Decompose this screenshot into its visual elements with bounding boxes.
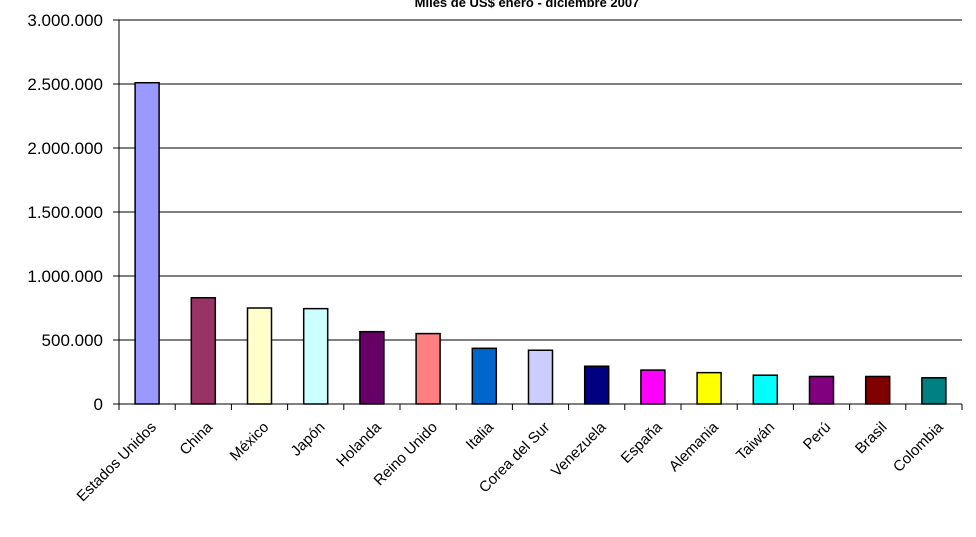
axes (113, 19, 963, 410)
y-tick-labels: 0 500.000 1.000.000 1.500.000 2.000.000 2.500… (27, 11, 103, 414)
chart-title: Miles de US$ enero - diciembre 2007 (415, 0, 640, 10)
x-tick-label: Brasil (852, 419, 891, 458)
bar (921, 377, 947, 405)
x-tick-label: Taiwán (733, 419, 778, 464)
bar (415, 332, 441, 405)
y-tick-label: 1.000.000 (27, 267, 103, 286)
x-tick-label: Estados Unidos (74, 419, 160, 505)
y-tick-label: 2.500.000 (27, 75, 103, 94)
y-tick-label: 2.000.000 (27, 139, 103, 158)
bar (302, 307, 329, 405)
bar (246, 307, 273, 405)
y-tick-label: 500.000 (42, 331, 103, 350)
x-tick-label: China (176, 418, 216, 458)
y-tick-label: 1.500.000 (27, 203, 103, 222)
bar (471, 347, 498, 405)
bar (359, 330, 385, 405)
gridlines (119, 19, 962, 341)
bar (527, 349, 554, 405)
bar (752, 374, 779, 405)
x-tick-label: España (618, 418, 666, 466)
bar (864, 375, 891, 405)
x-tick-label: Alemania (666, 418, 723, 475)
bar (808, 375, 835, 405)
x-tick-label: Japón (288, 419, 329, 460)
bar (640, 369, 666, 405)
y-tick-label: 0 (94, 395, 103, 414)
x-tick-label: Holanda (333, 418, 385, 470)
x-tick-labels: Estados Unidos China México Japón HolandaRei… (74, 418, 948, 505)
x-tick-label: Colombia (890, 418, 947, 475)
bar (583, 365, 610, 405)
x-tick-label: Perú (800, 419, 834, 453)
bar (190, 297, 217, 405)
x-tick-label: Venezuela (548, 418, 610, 480)
x-tick-label: Italia (463, 418, 498, 453)
y-tick-label: 3.000.000 (27, 11, 103, 30)
bars (134, 81, 947, 405)
bar (696, 371, 722, 405)
bar (134, 81, 160, 405)
x-tick-label: México (227, 419, 273, 465)
